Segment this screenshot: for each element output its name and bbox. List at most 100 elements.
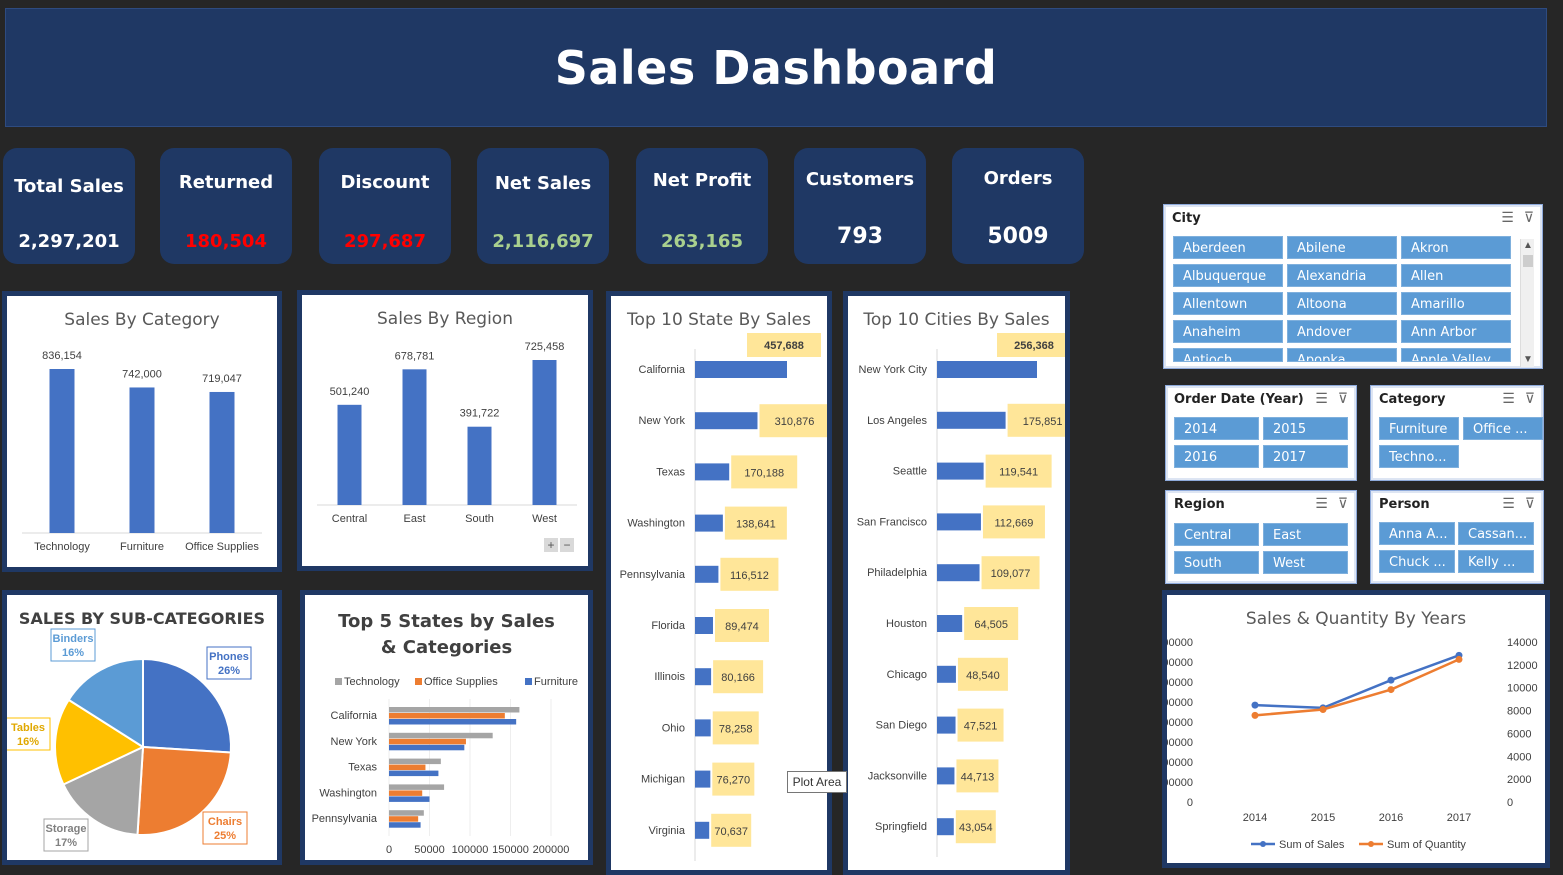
legend-marker: [1368, 841, 1374, 847]
y-left-tick: 800000: [1167, 637, 1193, 649]
category-label: New York City: [859, 364, 928, 376]
kpi-customers[interactable]: Customers 793: [794, 148, 926, 264]
category-label: Illinois: [654, 671, 685, 683]
data-label: 501,240: [330, 386, 370, 398]
data-label: 175,851: [1023, 416, 1063, 428]
kpi-discount[interactable]: Discount 297,687: [319, 148, 451, 264]
multi-select-icon[interactable]: ☰: [1502, 390, 1515, 406]
bar: [389, 790, 423, 796]
slicer-person[interactable]: Person ☰ ⊽ Anna A... Cassan... Chuck ... Kel…: [1370, 490, 1544, 584]
tick-label: West: [532, 513, 557, 525]
data-label-box: [982, 505, 1045, 539]
kpi-total-sales[interactable]: Total Sales 2,297,201: [3, 148, 135, 264]
multi-select-icon[interactable]: ☰: [1502, 495, 1515, 511]
slicer-item-city[interactable]: Aberdeen: [1173, 236, 1283, 259]
expand-button[interactable]: +: [544, 538, 558, 552]
slicer-item-category[interactable]: Office ...: [1463, 417, 1543, 440]
bar: [389, 732, 493, 739]
slicer-item-year[interactable]: 2016: [1174, 445, 1259, 468]
slicer-item-city[interactable]: Antioch: [1173, 348, 1283, 362]
data-point: [1251, 711, 1259, 719]
scroll-down-icon[interactable]: ▼: [1523, 354, 1533, 365]
bar: [695, 719, 711, 737]
clear-filter-icon[interactable]: ⊽: [1337, 495, 1348, 511]
kpi-returned[interactable]: Returned 180,504: [160, 148, 292, 264]
chart-sales-quantity-years[interactable]: Sales & Quantity By Years 80000070000060…: [1162, 590, 1550, 868]
slicer-item-year[interactable]: 2017: [1263, 445, 1348, 468]
slicer-city[interactable]: City ☰ ⊽ Aberdeen Abilene Akron Albuquerque A…: [1163, 204, 1543, 369]
bar: [695, 565, 719, 583]
scroll-thumb[interactable]: [1523, 255, 1533, 267]
slicer-item-region[interactable]: South: [1174, 551, 1259, 574]
kpi-net-sales[interactable]: Net Sales 2,116,697: [477, 148, 609, 264]
slicer-item-person[interactable]: Kelly ...: [1458, 550, 1534, 573]
slicer-item-year[interactable]: 2015: [1263, 417, 1348, 440]
chart-sales-by-subcategories[interactable]: SALES BY SUB-CATEGORIES Phones 26% Chairs 2…: [2, 590, 282, 865]
slicer-item-city[interactable]: Albuquerque: [1173, 264, 1283, 287]
chart-top5-states-categories[interactable]: Top 5 States by Sales & Categories Techn…: [300, 590, 593, 865]
chart-sales-by-category[interactable]: Sales By Category 836,154 Technology 742,0…: [2, 291, 282, 572]
kpi-orders[interactable]: Orders 5009: [952, 148, 1084, 264]
slicer-region[interactable]: Region ☰ ⊽ Central East South West: [1165, 490, 1357, 584]
kpi-net-profit[interactable]: Net Profit 263,165: [636, 148, 768, 264]
slicer-item-city[interactable]: Amarillo: [1401, 292, 1511, 315]
legend-swatch: [335, 678, 342, 685]
slice-label-box: [43, 818, 89, 852]
slicer-scrollbar[interactable]: ▲ ▼: [1520, 239, 1534, 367]
chart-title: Sales By Region: [377, 309, 513, 329]
slicer-item-region[interactable]: East: [1263, 523, 1348, 546]
category-label: Seattle: [893, 466, 927, 478]
slicer-item-city[interactable]: Akron: [1401, 236, 1511, 259]
slicer-item-category[interactable]: Furniture: [1379, 417, 1459, 440]
slicer-item-year[interactable]: 2014: [1174, 417, 1259, 440]
slicer-item-category[interactable]: Techno...: [1379, 445, 1459, 468]
pie-slice: [62, 745, 145, 836]
bar: [695, 617, 713, 634]
clear-filter-icon[interactable]: ⊽: [1337, 390, 1348, 406]
slicer-item-city[interactable]: Anaheim: [1173, 320, 1283, 343]
clear-filter-icon[interactable]: ⊽: [1524, 495, 1535, 511]
slicer-item-region[interactable]: Central: [1174, 523, 1259, 546]
multi-select-icon[interactable]: ☰: [1501, 209, 1514, 225]
clear-filter-icon[interactable]: ⊽: [1523, 209, 1534, 225]
collapse-button[interactable]: −: [560, 538, 574, 552]
category-label: Pennsylvania: [620, 569, 686, 581]
slicer-item-person[interactable]: Anna A...: [1379, 522, 1455, 545]
slicer-item-city[interactable]: Apple Valley: [1401, 348, 1511, 362]
slicer-category[interactable]: Category ☰ ⊽ Furniture Office ... Techno...: [1370, 385, 1544, 481]
slicer-item-city[interactable]: Andover: [1287, 320, 1397, 343]
legend-label: Office Supplies: [424, 676, 498, 688]
slicer-item-person[interactable]: Cassan...: [1458, 522, 1534, 545]
multi-select-icon[interactable]: ☰: [1315, 495, 1328, 511]
category-label: San Francisco: [857, 516, 927, 528]
slicer-item-city[interactable]: Alexandria: [1287, 264, 1397, 287]
slicer-item-person[interactable]: Chuck ...: [1379, 550, 1455, 573]
slicer-item-city[interactable]: Abilene: [1287, 236, 1397, 259]
scroll-up-icon[interactable]: ▲: [1523, 240, 1533, 251]
slicer-order-year[interactable]: Order Date (Year) ☰ ⊽ 2014 2015 2016 2017: [1165, 385, 1357, 481]
data-label-box: [714, 609, 769, 642]
kpi-label: Customers: [805, 169, 915, 190]
category-label: California: [331, 710, 378, 722]
slicer-item-region[interactable]: West: [1263, 551, 1348, 574]
tick-label: East: [403, 513, 425, 525]
chart-top10-state[interactable]: Top 10 State By Sales California 457,688 N…: [606, 291, 832, 875]
slicer-item-city[interactable]: Allen: [1401, 264, 1511, 287]
chart-top10-cities[interactable]: Top 10 Cities By Sales New York City 256,…: [843, 291, 1070, 875]
data-label: 116,512: [730, 570, 769, 582]
chart-sales-by-region[interactable]: Sales By Region 501,240 Central 678,781 Eas…: [297, 290, 593, 571]
slicer-item-city[interactable]: Altoona: [1287, 292, 1397, 315]
clear-filter-icon[interactable]: ⊽: [1524, 390, 1535, 406]
slice-name: Phones: [209, 651, 249, 663]
bar: [389, 816, 419, 822]
category-label: Jacksonville: [868, 770, 927, 782]
bar: [937, 564, 980, 582]
bar: [389, 770, 439, 777]
slicer-item-city[interactable]: Apopka: [1287, 348, 1397, 362]
multi-select-icon[interactable]: ☰: [1315, 390, 1328, 406]
data-label: 119,541: [999, 467, 1038, 479]
y-right-tick: 0: [1507, 797, 1513, 809]
slicer-item-city[interactable]: Allentown: [1173, 292, 1283, 315]
slicer-item-city[interactable]: Ann Arbor: [1401, 320, 1511, 343]
data-label: 48,540: [966, 670, 1000, 682]
